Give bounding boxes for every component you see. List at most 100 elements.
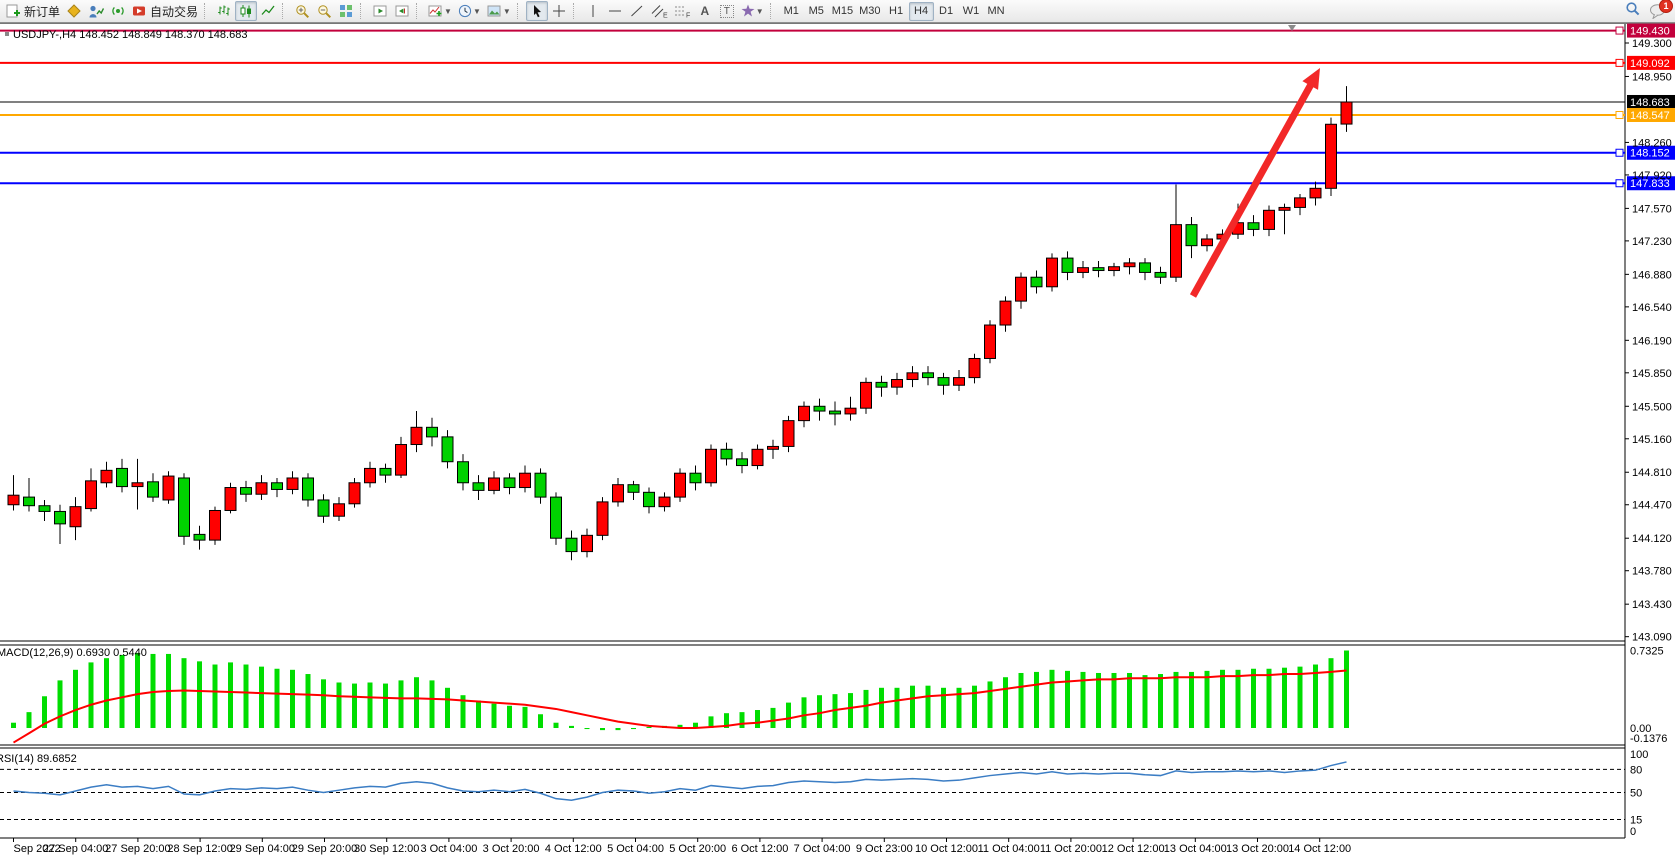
bar-chart-button[interactable] xyxy=(213,1,235,21)
macd-bar xyxy=(1344,650,1349,728)
text-label-button[interactable]: T xyxy=(716,1,738,21)
toolbar-separator xyxy=(516,3,522,19)
candle-body xyxy=(271,482,283,490)
tile-windows-button[interactable] xyxy=(335,1,357,21)
macd-bar xyxy=(708,716,714,728)
timeframe-mn-button[interactable]: MN xyxy=(987,5,1005,17)
macd-bar xyxy=(181,658,187,728)
auto-scroll-icon xyxy=(373,5,387,17)
timeframe-w1-button[interactable]: W1 xyxy=(962,5,980,17)
macd-bar xyxy=(26,712,32,728)
chart-shift-marker[interactable] xyxy=(1288,25,1296,31)
price-line-handle[interactable] xyxy=(1615,26,1624,35)
timeframe-m1-button[interactable]: M1 xyxy=(783,5,799,17)
price-tick-label: 147.570 xyxy=(1632,203,1672,215)
macd-bar xyxy=(383,683,388,728)
chart-shift-button[interactable] xyxy=(391,1,413,21)
macd-bar xyxy=(972,685,977,728)
macd-bar xyxy=(987,681,993,728)
toolbar-separator xyxy=(572,3,578,19)
arrows-button[interactable]: ▼ xyxy=(738,1,767,21)
price-level-label xyxy=(1627,176,1675,191)
indicators-button[interactable]: ▼ xyxy=(425,1,455,21)
price-level-text: 148.547 xyxy=(1630,110,1670,122)
candle-body xyxy=(1139,262,1151,273)
main-toolbar: 新订单 自动交易 ▼ ▼ xyxy=(0,0,1675,23)
candle-body xyxy=(1278,206,1291,211)
candle-body xyxy=(658,496,671,508)
timeframe-h4-button[interactable]: H4 xyxy=(908,1,934,21)
candle-body xyxy=(364,467,376,484)
candle-body xyxy=(23,496,35,507)
price-line-handle[interactable] xyxy=(1615,58,1624,67)
vertical-line-button[interactable] xyxy=(582,1,604,21)
clock-icon xyxy=(458,4,472,18)
candle-body xyxy=(643,491,655,508)
price-axis: 149.300 148.950 148.260 147.920 147.570 147.2… xyxy=(1625,38,1672,644)
search-button[interactable] xyxy=(1625,1,1641,22)
price-tick-label: 146.190 xyxy=(1632,335,1672,347)
macd-axis-label: 0.00 xyxy=(1630,723,1651,735)
price-line-handle[interactable] xyxy=(1615,110,1624,119)
price-level-label xyxy=(1627,107,1675,122)
rsi-axis-label: 15 xyxy=(1630,814,1642,826)
trend-arrow-annotation[interactable] xyxy=(1189,68,1320,298)
fibonacci-button[interactable]: F xyxy=(671,1,694,21)
auto-scroll-button[interactable] xyxy=(369,1,391,21)
macd-axis-label: 0.7325 xyxy=(1630,646,1664,658)
price-tick-label: 144.120 xyxy=(1632,533,1672,545)
dropdown-caret-icon: ▼ xyxy=(444,6,452,16)
fibo-letter: F xyxy=(686,13,690,19)
macd-bar xyxy=(786,702,791,728)
candle-body xyxy=(162,475,175,501)
zoom-in-icon xyxy=(295,4,309,18)
auto-trade-button[interactable]: 自动交易 xyxy=(129,1,201,21)
data-window-button[interactable] xyxy=(85,1,107,21)
timeframe-d1-button[interactable]: D1 xyxy=(939,5,954,17)
notifications-button[interactable]: 1 xyxy=(1649,0,1673,19)
zoom-in-button[interactable] xyxy=(291,1,313,21)
macd-bar xyxy=(321,679,326,728)
macd-bar xyxy=(631,728,636,730)
text-button[interactable]: A xyxy=(694,1,716,21)
cursor-button[interactable] xyxy=(525,1,548,21)
channel-button[interactable]: E xyxy=(648,1,671,21)
new-order-button[interactable]: 新订单 xyxy=(3,1,63,21)
price-line-handle[interactable] xyxy=(1615,148,1624,157)
time-tick-label: 29 Sep 20:00 xyxy=(292,843,357,855)
macd-bar xyxy=(956,687,962,728)
macd-bar xyxy=(429,680,435,728)
templates-button[interactable]: ▼ xyxy=(484,1,514,21)
candlestick-icon xyxy=(240,5,252,18)
market-watch-button[interactable] xyxy=(63,1,85,21)
macd-label: MACD(12,26,9) 0.6930 0.5440 xyxy=(0,647,147,659)
periods-button[interactable]: ▼ xyxy=(455,1,484,21)
price-line-handle[interactable] xyxy=(1615,179,1624,188)
line-chart-button[interactable] xyxy=(257,1,279,21)
horizontal-line-button[interactable] xyxy=(604,1,626,21)
timeframe-m15-button[interactable]: M15 xyxy=(831,5,854,17)
arrow-shaft[interactable] xyxy=(1189,77,1318,298)
rsi-line xyxy=(13,761,1347,801)
timeframe-m30-button[interactable]: M30 xyxy=(859,5,881,17)
macd-bar xyxy=(150,653,156,728)
arrow-head[interactable] xyxy=(1302,68,1320,90)
macd-bar xyxy=(1018,672,1024,728)
timeframe-h1-button[interactable]: H1 xyxy=(889,5,904,17)
trendline-button[interactable] xyxy=(626,1,648,21)
macd-bar xyxy=(1158,674,1163,728)
candle-body xyxy=(891,379,903,388)
macd-bar xyxy=(538,714,543,728)
crosshair-button[interactable] xyxy=(548,1,570,21)
trendline-icon xyxy=(630,5,643,17)
candlestick-chart-button[interactable] xyxy=(235,1,258,21)
template-icon xyxy=(487,5,501,17)
price-tick-label: 144.810 xyxy=(1632,467,1672,479)
zoom-out-button[interactable] xyxy=(313,1,335,21)
macd-bar xyxy=(1189,671,1194,728)
timeframe-m5-button[interactable]: M5 xyxy=(808,5,824,17)
text-tool-glyph: A xyxy=(700,4,710,18)
signal-button[interactable] xyxy=(107,1,129,21)
